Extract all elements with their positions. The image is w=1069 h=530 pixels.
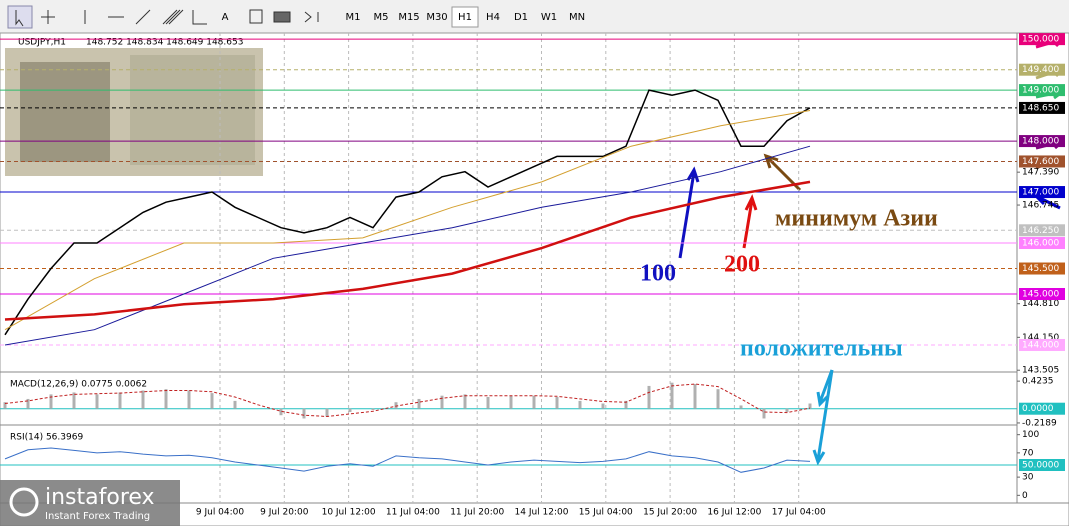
y-tick-label: 70 [1022,448,1034,458]
y-tick-label: -0.2189 [1022,418,1057,428]
level-label: 146.000 [1022,239,1059,249]
y-tick-label: 0 [1022,491,1028,501]
arrow-tool[interactable] [304,11,319,23]
banknote-portrait [20,62,110,162]
timeframe-button[interactable]: M1 [346,12,361,23]
level-box [1019,101,1065,114]
panel-title: RSI(14) 56.3969 [10,433,83,443]
level-label: 147.600 [1022,157,1059,167]
level-label: 50.0000 [1022,461,1059,471]
cursor-tool[interactable] [7,5,33,29]
logo-icon [9,487,39,517]
level-label: 0.0000 [1022,404,1054,414]
series-line [4,110,811,331]
level-box [1019,155,1065,168]
level-label: 147.000 [1022,188,1059,198]
level-box [1019,33,1065,46]
level-box [1019,288,1065,301]
x-tick-label: 10 Jul 12:00 [322,508,376,518]
timeframe-button[interactable]: D1 [514,12,528,23]
x-tick-label: 9 Jul 04:00 [196,508,245,518]
series-line [4,89,811,336]
cursor-icon [15,10,24,27]
timeframe-button[interactable]: H1 [458,12,472,23]
series-line [4,383,811,418]
x-tick-label: 14 Jul 12:00 [515,508,569,518]
annotation: 200 [724,252,760,278]
fibo-tool[interactable] [192,10,207,25]
level-box [1019,63,1065,76]
shape-tool[interactable] [273,11,291,23]
level-box [1019,135,1065,148]
dollar-notes [130,55,255,165]
y-tick-label: 100 [1022,430,1039,440]
y-tick-label: 0.4235 [1022,377,1054,387]
channel-tool[interactable] [162,9,184,25]
level-box [1019,237,1065,250]
x-tick-label: 17 Jul 04:00 [772,508,826,518]
x-tick-label: 11 Jul 04:00 [386,508,440,518]
arrow-200 [742,194,758,249]
level-label: 150.000 [1022,35,1059,45]
y-tick-label: 144.150 [1022,333,1059,343]
logo-name: instaforex [45,485,155,510]
series-line [4,180,811,321]
level-label: 145.500 [1022,264,1059,274]
series-line [4,145,811,346]
timeframe-button[interactable]: M15 [398,12,419,23]
x-tick-label: 15 Jul 20:00 [643,508,697,518]
panel-title: USDJPY,H1 [18,38,66,48]
level-box [1019,338,1065,351]
x-tick-label: 15 Jul 04:00 [579,508,633,518]
tool-icons [7,5,319,29]
x-tick-label: 16 Jul 12:00 [707,508,761,518]
level-label: 149.000 [1022,86,1059,96]
timeframe-button[interactable]: M30 [426,12,447,23]
level-box [1019,186,1065,199]
level-label: 149.400 [1022,65,1059,75]
crosshair-tool[interactable] [41,10,55,24]
level-box [1019,84,1065,97]
y-tick-label: 146.745 [1022,201,1059,211]
ohlc-readout: 148.752 148.834 148.649 148.653 [86,38,243,48]
level-label: 148.650 [1022,103,1059,113]
arrow-100 [678,166,700,259]
level-box [1019,459,1065,471]
timeframe-button[interactable]: M5 [374,12,389,23]
timeframe-button[interactable]: W1 [541,12,557,23]
level-box [1019,402,1065,415]
y-tick-label: 144.810 [1022,299,1059,309]
timeframe-button[interactable]: MN [569,12,585,23]
x-tick-label: 11 Jul 20:00 [450,508,504,518]
toolbar [0,0,1069,33]
timeframe-active [451,6,479,28]
logo-bg [0,480,180,526]
text-tool[interactable]: A [222,12,229,23]
y-tick-label: 30 [1022,473,1034,483]
timeframe-button[interactable]: H4 [486,12,500,23]
arrow-rsi [812,369,834,466]
annotation: минимум Азии [775,206,938,232]
label-tool[interactable] [249,9,263,24]
y-tick-label: 147.390 [1022,168,1059,178]
annotation: 100 [640,261,676,287]
level-box [1019,224,1065,237]
logo-tagline: Instant Forex Trading [45,511,150,522]
x-tick-label: 9 Jul 20:00 [260,508,309,518]
y-tick-label: 143.505 [1022,366,1059,376]
level-label: 144.000 [1022,340,1059,350]
level-label: 146.250 [1022,226,1059,236]
level-label: 148.000 [1022,137,1059,147]
annotation: положительны [740,336,903,362]
level-box [1019,262,1065,275]
series-line [4,447,811,473]
panel-title: MACD(12,26,9) 0.0775 0.0062 [10,380,147,390]
level-label: 145.000 [1022,290,1059,300]
trendline-tool[interactable] [135,9,151,25]
